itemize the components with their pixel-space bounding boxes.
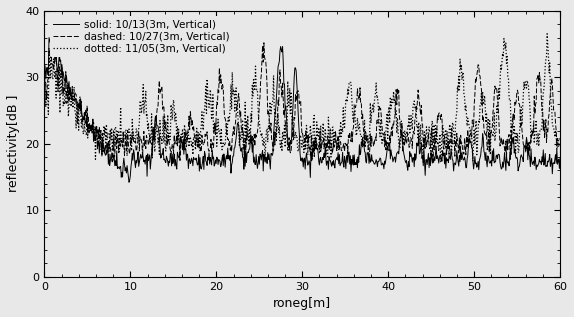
dashed: 10/27(3m, Vertical): (45.7, 22): 10/27(3m, Vertical): (45.7, 22) [433, 129, 440, 133]
solid: 10/13(3m, Vertical): (36.6, 17.2): 10/13(3m, Vertical): (36.6, 17.2) [355, 160, 362, 164]
dashed: 10/27(3m, Vertical): (38.3, 19.6): 10/27(3m, Vertical): (38.3, 19.6) [370, 144, 377, 148]
solid: 10/13(3m, Vertical): (51.8, 17.1): 10/13(3m, Vertical): (51.8, 17.1) [486, 161, 493, 165]
dashed: 10/27(3m, Vertical): (51.8, 18.7): 10/27(3m, Vertical): (51.8, 18.7) [486, 151, 493, 154]
dotted: 11/05(3m, Vertical): (34.8, 22.8): 11/05(3m, Vertical): (34.8, 22.8) [340, 124, 347, 127]
Line: dotted: 11/05(3m, Vertical): dotted: 11/05(3m, Vertical) [45, 34, 560, 162]
solid: 10/13(3m, Vertical): (45.7, 17.8): 10/13(3m, Vertical): (45.7, 17.8) [433, 157, 440, 160]
dotted: 11/05(3m, Vertical): (0, 25.1): 11/05(3m, Vertical): (0, 25.1) [41, 108, 48, 112]
solid: 10/13(3m, Vertical): (9.84, 14.2): 10/13(3m, Vertical): (9.84, 14.2) [126, 180, 133, 184]
Line: dashed: 10/27(3m, Vertical): dashed: 10/27(3m, Vertical) [45, 43, 560, 162]
dashed: 10/27(3m, Vertical): (3.68, 27.5): 10/27(3m, Vertical): (3.68, 27.5) [73, 92, 80, 96]
solid: 10/13(3m, Vertical): (0, 32.1): 10/13(3m, Vertical): (0, 32.1) [41, 62, 48, 66]
dotted: 11/05(3m, Vertical): (38.2, 26): 11/05(3m, Vertical): (38.2, 26) [370, 102, 377, 106]
X-axis label: roneg[m]: roneg[m] [273, 297, 331, 310]
dashed: 10/27(3m, Vertical): (34.9, 18.8): 10/27(3m, Vertical): (34.9, 18.8) [341, 150, 348, 153]
solid: 10/13(3m, Vertical): (38.4, 17): 10/13(3m, Vertical): (38.4, 17) [371, 162, 378, 166]
dotted: 11/05(3m, Vertical): (60, 20.6): 11/05(3m, Vertical): (60, 20.6) [557, 138, 564, 141]
dashed: 10/27(3m, Vertical): (60, 20): 10/27(3m, Vertical): (60, 20) [557, 142, 564, 146]
Line: solid: 10/13(3m, Vertical): solid: 10/13(3m, Vertical) [45, 38, 560, 182]
solid: 10/13(3m, Vertical): (60, 17.9): 10/13(3m, Vertical): (60, 17.9) [557, 156, 564, 160]
dotted: 11/05(3m, Vertical): (45.6, 20.3): 11/05(3m, Vertical): (45.6, 20.3) [433, 140, 440, 144]
dashed: 10/27(3m, Vertical): (45.2, 17.2): 10/27(3m, Vertical): (45.2, 17.2) [429, 160, 436, 164]
dotted: 11/05(3m, Vertical): (44.1, 17.2): 11/05(3m, Vertical): (44.1, 17.2) [420, 160, 426, 164]
solid: 10/13(3m, Vertical): (3.75, 26): 10/13(3m, Vertical): (3.75, 26) [73, 102, 80, 106]
solid: 10/13(3m, Vertical): (0.526, 36): 10/13(3m, Vertical): (0.526, 36) [45, 36, 52, 40]
Y-axis label: reflectivity[dB ]: reflectivity[dB ] [7, 95, 20, 192]
solid: 10/13(3m, Vertical): (35, 17.5): 10/13(3m, Vertical): (35, 17.5) [342, 158, 348, 162]
dotted: 11/05(3m, Vertical): (51.7, 18.8): 11/05(3m, Vertical): (51.7, 18.8) [486, 150, 492, 154]
dotted: 11/05(3m, Vertical): (3.68, 22.4): 11/05(3m, Vertical): (3.68, 22.4) [73, 126, 80, 130]
dashed: 10/27(3m, Vertical): (36.5, 27.2): 10/27(3m, Vertical): (36.5, 27.2) [355, 94, 362, 98]
dotted: 11/05(3m, Vertical): (58.5, 36.6): 11/05(3m, Vertical): (58.5, 36.6) [544, 32, 550, 36]
dashed: 10/27(3m, Vertical): (25.5, 35.2): 10/27(3m, Vertical): (25.5, 35.2) [261, 41, 267, 45]
dotted: 11/05(3m, Vertical): (36.4, 23.9): 11/05(3m, Vertical): (36.4, 23.9) [354, 116, 361, 120]
Legend: solid: 10/13(3m, Vertical), dashed: 10/27(3m, Vertical), dotted: 11/05(3m, Verti: solid: 10/13(3m, Vertical), dashed: 10/2… [50, 16, 233, 56]
dashed: 10/27(3m, Vertical): (0, 29.9): 10/27(3m, Vertical): (0, 29.9) [41, 76, 48, 80]
